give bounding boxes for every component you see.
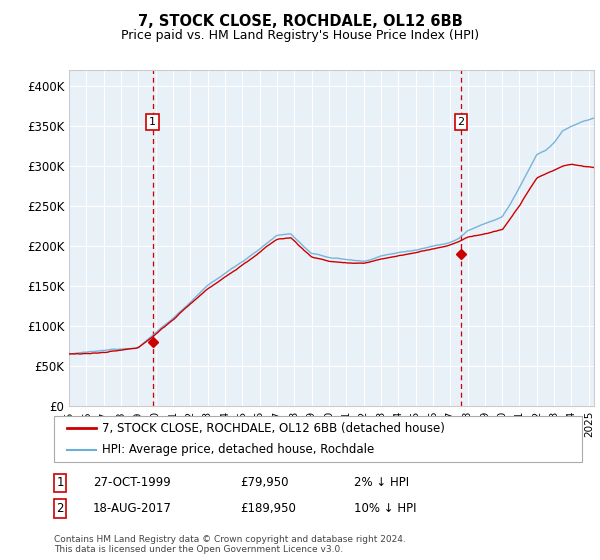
Text: 7, STOCK CLOSE, ROCHDALE, OL12 6BB: 7, STOCK CLOSE, ROCHDALE, OL12 6BB [137, 14, 463, 29]
Text: 1: 1 [149, 117, 156, 127]
Text: Contains HM Land Registry data © Crown copyright and database right 2024.
This d: Contains HM Land Registry data © Crown c… [54, 535, 406, 554]
Text: 18-AUG-2017: 18-AUG-2017 [93, 502, 172, 515]
Text: HPI: Average price, detached house, Rochdale: HPI: Average price, detached house, Roch… [101, 443, 374, 456]
Text: 7, STOCK CLOSE, ROCHDALE, OL12 6BB (detached house): 7, STOCK CLOSE, ROCHDALE, OL12 6BB (deta… [101, 422, 445, 435]
Text: 2: 2 [458, 117, 464, 127]
Text: £189,950: £189,950 [240, 502, 296, 515]
Text: £79,950: £79,950 [240, 476, 289, 489]
Text: 10% ↓ HPI: 10% ↓ HPI [354, 502, 416, 515]
Text: 27-OCT-1999: 27-OCT-1999 [93, 476, 171, 489]
Text: 1: 1 [56, 476, 64, 489]
Text: 2: 2 [56, 502, 64, 515]
Text: Price paid vs. HM Land Registry's House Price Index (HPI): Price paid vs. HM Land Registry's House … [121, 29, 479, 42]
Text: 2% ↓ HPI: 2% ↓ HPI [354, 476, 409, 489]
